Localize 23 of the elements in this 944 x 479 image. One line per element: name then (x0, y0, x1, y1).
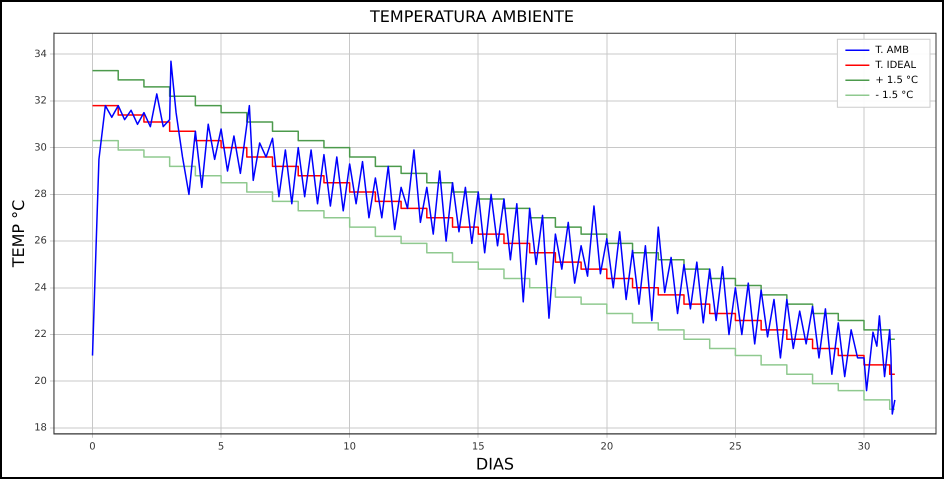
x-tick-label: 30 (858, 441, 870, 452)
x-tick-label: 0 (89, 441, 96, 452)
y-tick-label: 32 (34, 96, 47, 107)
legend-label: T. IDEAL (874, 60, 916, 71)
legend-label: - 1.5 °C (875, 90, 914, 101)
y-tick-label: 26 (34, 236, 47, 247)
y-tick-label: 18 (34, 422, 47, 434)
y-axis-title: TEMP °C (8, 200, 28, 268)
x-tick-label: 20 (600, 441, 614, 452)
y-tick-label: 20 (34, 376, 47, 387)
chart-title: TEMPERATURA AMBIENTE (368, 6, 574, 26)
y-tick-label: 22 (34, 329, 47, 340)
x-tick-label: 15 (472, 441, 485, 452)
legend-label: + 1.5 °C (875, 74, 918, 86)
x-axis-title: DIAS (476, 454, 514, 474)
y-tick-label: 28 (34, 188, 47, 200)
legend-label: T. AMB (874, 44, 910, 56)
y-tick-label: 24 (34, 282, 47, 294)
x-tick-label: 25 (729, 441, 742, 452)
y-tick-label: 34 (34, 48, 47, 60)
x-tick-label: 5 (218, 441, 224, 452)
x-tick-label: 10 (343, 441, 356, 452)
y-tick-label: 30 (34, 142, 47, 154)
